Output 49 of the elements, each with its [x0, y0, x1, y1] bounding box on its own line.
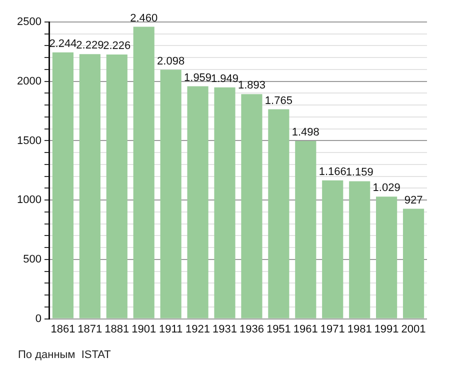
x-tick-label: 1931 [212, 323, 237, 336]
data-label: 2.229 [76, 40, 104, 52]
x-tick-label: 1881 [104, 323, 130, 336]
text: По данным ISTAT [18, 349, 111, 361]
bar [268, 109, 290, 318]
x-tick-label: 1871 [78, 323, 102, 336]
x-tick-label: 1911 [158, 323, 183, 336]
y-tick-label: 1000 [16, 194, 42, 206]
data-label: 927 [404, 194, 423, 206]
data-label: 1.029 [372, 182, 400, 194]
x-tick-label: 1961 [293, 323, 318, 336]
x-tick-label: 1971 [320, 323, 345, 336]
x-tick-label: 1901 [132, 323, 156, 336]
x-tick-label: 1981 [347, 323, 372, 336]
data-label: 2.460 [130, 12, 158, 24]
y-tick-label: 500 [23, 253, 42, 266]
data-label: 1.498 [292, 126, 320, 138]
bar [349, 181, 370, 318]
bar [322, 180, 344, 318]
x-tick-label: 1991 [374, 323, 399, 336]
data-label: 1.893 [238, 80, 266, 92]
data-label: 2.244 [49, 38, 77, 50]
bar [160, 70, 182, 318]
bar [79, 54, 100, 318]
bar [214, 87, 236, 318]
x-tick-label: 1861 [50, 323, 76, 336]
y-tick-label: 1500 [16, 134, 42, 147]
bar [402, 208, 424, 318]
x-tick-label: 2001 [401, 323, 426, 336]
bar [295, 140, 316, 318]
data-label: 1.949 [210, 72, 239, 85]
data-label: 1.166 [318, 166, 346, 178]
x-tick-label: 1921 [186, 323, 210, 336]
data-label: 2.098 [157, 55, 185, 68]
data-label: 1.959 [184, 72, 212, 84]
y-tick-label: 0 [35, 312, 42, 325]
x-tick-label: 1951 [266, 323, 291, 336]
bar [133, 26, 154, 318]
data-label: 1.159 [346, 166, 374, 179]
bar [376, 196, 398, 318]
bar [106, 54, 128, 318]
bar [52, 52, 74, 318]
data-label: 2.226 [103, 40, 131, 52]
x-tick-label: 1936 [239, 323, 264, 336]
y-tick-label: 2000 [16, 75, 42, 88]
bar [241, 94, 262, 318]
data-label: 1.765 [264, 94, 292, 107]
y-tick-label: 2500 [16, 16, 42, 28]
bar [187, 86, 208, 318]
